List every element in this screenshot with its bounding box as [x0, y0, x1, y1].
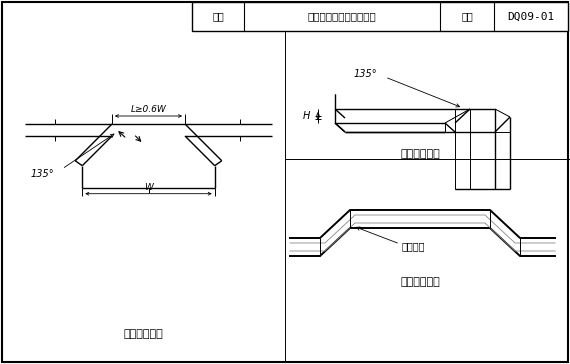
Text: 槽架水平三通: 槽架水平三通 [123, 329, 163, 339]
Text: 电缆桥架变向处连接做法: 电缆桥架变向处连接做法 [308, 12, 376, 21]
Bar [192, 2, 568, 31]
Text: 图号: 图号 [461, 12, 473, 21]
Text: L≥0.6W: L≥0.6W [131, 105, 166, 114]
Text: 135°: 135° [30, 169, 54, 179]
Text: DQ09-01: DQ09-01 [507, 12, 555, 21]
Text: H: H [303, 111, 310, 121]
Text: W: W [144, 183, 153, 192]
Text: 槽架垂直弯头: 槽架垂直弯头 [400, 149, 440, 159]
Text: 槽架水平翻弯: 槽架水平翻弯 [400, 277, 440, 287]
Text: 135°: 135° [353, 69, 377, 79]
Text: 翻弯角度: 翻弯角度 [402, 241, 425, 251]
Text: 图名: 图名 [212, 12, 224, 21]
